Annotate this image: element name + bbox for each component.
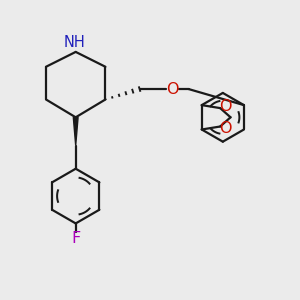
Text: O: O bbox=[219, 99, 231, 114]
Text: NH: NH bbox=[63, 35, 85, 50]
Text: O: O bbox=[219, 121, 231, 136]
Polygon shape bbox=[73, 117, 78, 146]
Text: F: F bbox=[71, 231, 80, 246]
Text: O: O bbox=[166, 82, 178, 97]
